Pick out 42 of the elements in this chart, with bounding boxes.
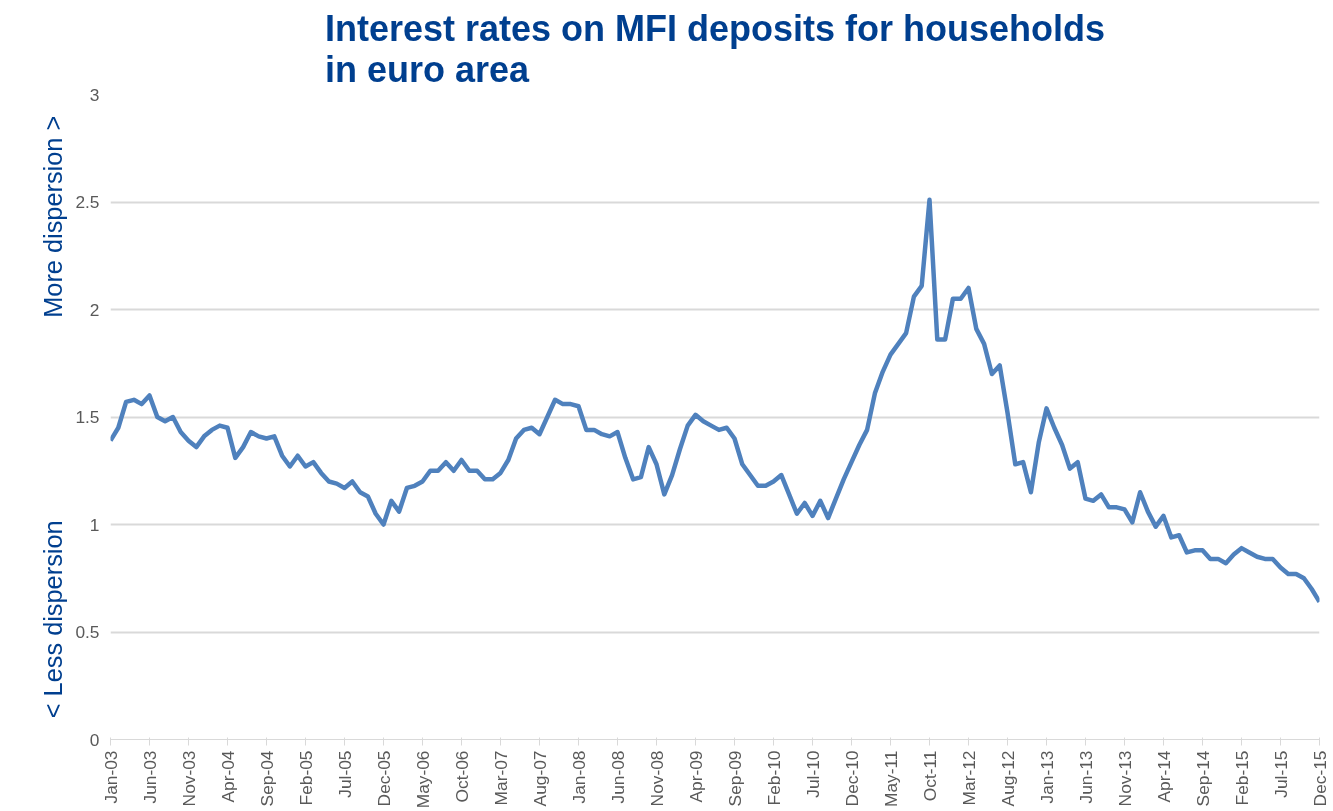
chart-title: Interest rates on MFI deposits for households in euro area (324, 7, 1106, 90)
x-tick-label: Dec-05 (373, 750, 394, 807)
x-tick-label: Jul-15 (1270, 750, 1291, 798)
x-tick-label: Sep-04 (256, 750, 277, 807)
x-tick-label: Jul-10 (802, 750, 823, 798)
x-tick-label: Aug-07 (529, 750, 550, 807)
x-tick-label: May-06 (412, 750, 433, 809)
y-tick-label: 0.5 (75, 622, 100, 642)
y-axis-title: < Less dispersion More dispersion > (39, 115, 68, 719)
x-tick-label: May-11 (880, 750, 901, 807)
line-series (110, 197, 1320, 605)
x-tick-label: Apr-14 (1153, 750, 1174, 803)
x-tick-label: Jan-08 (568, 750, 589, 804)
y-tick-label: 1.5 (75, 407, 100, 427)
x-tick-label: Nov-13 (1114, 750, 1135, 807)
x-tick-label: Nov-03 (178, 750, 199, 807)
y-tick-label: 3 (89, 84, 100, 105)
x-tick-label: Mar-07 (490, 750, 511, 806)
x-tick-label: Jun-03 (139, 750, 160, 804)
x-tick-label: Jun-13 (1075, 750, 1096, 804)
x-tick-label: Oct-11 (919, 750, 940, 802)
x-tick-label: Oct-06 (451, 750, 472, 803)
y-tick-label: 1 (89, 514, 100, 535)
x-tick-label: Sep-09 (724, 750, 745, 807)
x-tick-label: Apr-09 (685, 750, 706, 803)
x-tick-label: Feb-05 (295, 750, 316, 806)
x-tick-label: Feb-15 (1231, 750, 1252, 806)
x-tick-label: Sep-14 (1192, 750, 1213, 807)
y-tick-label: 2 (89, 299, 100, 320)
x-tick-label: Jan-03 (100, 750, 121, 804)
x-tick-label: Jun-08 (607, 750, 628, 804)
x-tick-label: Feb-10 (763, 750, 784, 806)
x-tick-label: Dec-10 (841, 750, 862, 807)
x-tick-label: Dec-15 (1309, 750, 1330, 807)
x-tick-label: Apr-04 (217, 750, 238, 803)
y-tick-label: 2.5 (75, 192, 100, 212)
y-tick-label: 0 (89, 729, 100, 750)
x-tick-label: Mar-12 (958, 750, 979, 806)
x-tick-label: Aug-12 (997, 750, 1018, 807)
x-tick-label: Nov-08 (646, 750, 667, 807)
x-tick-label: Jan-13 (1036, 750, 1057, 804)
x-tick-label: Jul-05 (334, 750, 355, 798)
